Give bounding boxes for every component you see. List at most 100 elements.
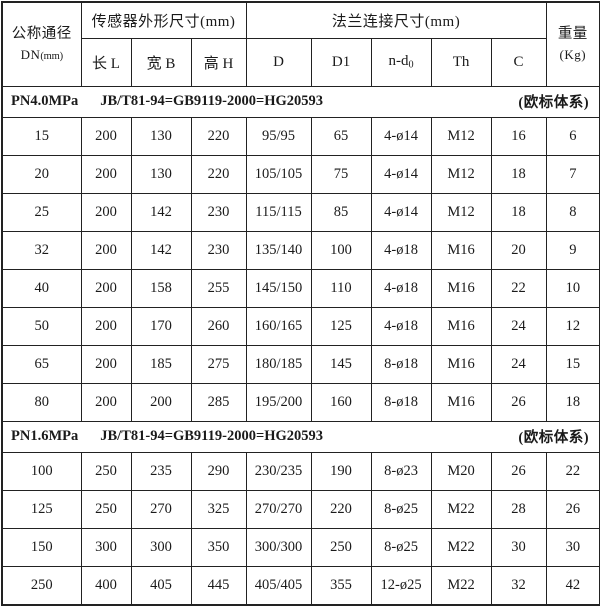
header-weight-label: 重量 [557,25,588,42]
cell-height: 275 [190,344,247,384]
cell-length: 400 [80,565,132,605]
cell-height: 290 [190,451,247,491]
cell-d: 180/185 [245,344,312,384]
cell-th: M16 [430,382,492,422]
cell-d1: 85 [310,192,372,232]
cell-th: M16 [430,306,492,346]
cell-d1: 190 [310,451,372,491]
cell-th: M22 [430,565,492,605]
cell-width: 200 [130,382,192,422]
cell-n-d0: 4-ø14 [370,192,432,232]
cell-th: M12 [430,154,492,194]
table-body: PN4.0MPa JB/T81-94=GB9119-2000=HG20593 (欧标… [1,85,600,605]
table-row: 250 400 405 445 405/405 355 12-ø25 M22 32 42 [1,565,600,605]
cell-n-d0: 4-ø14 [370,154,432,194]
cell-n-d0: 12-ø25 [370,565,432,605]
cell-n-d0: 8-ø25 [370,527,432,567]
cell-height: 220 [190,154,247,194]
header-weight-unit: (Kg) [559,47,587,63]
cell-c: 18 [490,154,547,194]
cell-width: 235 [130,451,192,491]
cell-d1: 145 [310,344,372,384]
section-standard-system-note: (欧标体系) [518,430,590,446]
cell-dn: 80 [1,382,82,422]
cell-c: 26 [490,382,547,422]
cell-length: 200 [80,116,132,156]
cell-th: M16 [430,230,492,270]
cell-height: 445 [190,565,247,605]
cell-length: 300 [80,527,132,567]
cell-c: 24 [490,344,547,384]
table-row: 50 200 170 260 160/165 125 4-ø18 M16 24 12 [1,306,600,346]
table-row: 100 250 235 290 230/235 190 8-ø23 M20 26 22 [1,451,600,491]
cell-dn: 15 [1,116,82,156]
cell-d: 115/115 [245,192,312,232]
header-weight: 重量 (Kg) [545,1,600,87]
section-header-cell: PN4.0MPa JB/T81-94=GB9119-2000=HG20593 (欧标… [1,85,600,118]
cell-d: 135/140 [245,230,312,270]
cell-dn: 40 [1,268,82,308]
cell-dn: 50 [1,306,82,346]
cell-width: 142 [130,230,192,270]
cell-weight: 42 [545,565,600,605]
cell-d1: 65 [310,116,372,156]
header-dn-unit-text: (mm) [40,51,63,63]
cell-dn: 65 [1,344,82,384]
cell-d: 405/405 [245,565,312,605]
header-nominal-diameter-unit: DN(mm) [3,45,81,65]
cell-d1: 220 [310,489,372,529]
cell-width: 170 [130,306,192,346]
cell-dn: 125 [1,489,82,529]
section-header-content: PN4.0MPa JB/T81-94=GB9119-2000=HG20593 (欧标… [3,91,599,112]
cell-th: M20 [430,451,492,491]
cell-n-d0: 4-ø14 [370,116,432,156]
cell-d: 270/270 [245,489,312,529]
table-row: 150 300 300 350 300/300 250 8-ø25 M22 30 30 [1,527,600,567]
cell-height: 285 [190,382,247,422]
cell-d: 105/105 [245,154,312,194]
cell-weight: 9 [545,230,600,270]
header-height: 高 H [190,37,247,87]
cell-width: 185 [130,344,192,384]
cell-width: 270 [130,489,192,529]
table-row: 25 200 142 230 115/115 85 4-ø14 M12 18 8 [1,192,600,232]
header-width: 宽 B [130,37,192,87]
table-row: 20 200 130 220 105/105 75 4-ø14 M12 18 7 [1,154,600,194]
section-pressure-rating: PN1.6MPa [11,428,79,444]
cell-height: 230 [190,230,247,270]
cell-d: 195/200 [245,382,312,422]
cell-d1: 100 [310,230,372,270]
cell-length: 200 [80,230,132,270]
table-row: 80 200 200 285 195/200 160 8-ø18 M16 26 18 [1,382,600,422]
header-c: C [490,37,547,87]
cell-d1: 355 [310,565,372,605]
cell-n-d0: 4-ø18 [370,306,432,346]
cell-height: 350 [190,527,247,567]
section-standard-system-note: (欧标体系) [518,95,590,111]
cell-th: M22 [430,527,492,567]
cell-width: 158 [130,268,192,308]
cell-length: 200 [80,344,132,384]
section-header-row: PN1.6MPa JB/T81-94=GB9119-2000=HG20593 (欧标… [1,420,600,453]
cell-th: M16 [430,344,492,384]
header-n-d0: n-d0 [370,37,432,87]
cell-d: 145/150 [245,268,312,308]
cell-length: 200 [80,382,132,422]
header-sensor-dimensions-group: 传感器外形尺寸(mm) [80,1,247,39]
cell-d1: 160 [310,382,372,422]
section-pressure-rating: PN4.0MPa [11,93,79,109]
cell-dn: 25 [1,192,82,232]
cell-n-d0: 8-ø23 [370,451,432,491]
cell-c: 24 [490,306,547,346]
cell-weight: 26 [545,489,600,529]
table-header: 公称通径 DN(mm) 传感器外形尺寸(mm) 法兰连接尺寸(mm) 重量 (K… [1,1,600,87]
cell-length: 200 [80,268,132,308]
cell-width: 130 [130,116,192,156]
cell-c: 28 [490,489,547,529]
cell-weight: 8 [545,192,600,232]
cell-d: 300/300 [245,527,312,567]
cell-n-d0: 4-ø18 [370,268,432,308]
cell-dn: 100 [1,451,82,491]
header-dn-text: DN [20,47,41,63]
cell-d: 230/235 [245,451,312,491]
